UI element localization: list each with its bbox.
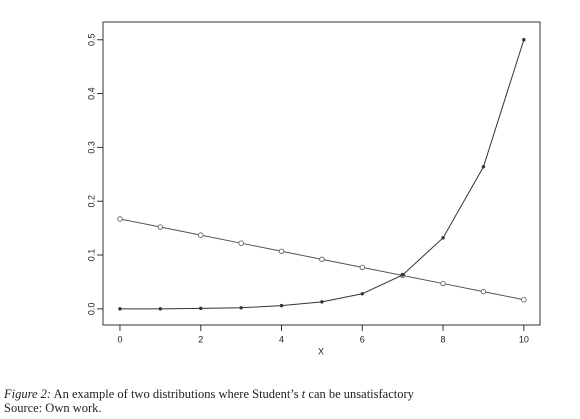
caption-symbol: t	[301, 387, 306, 401]
x-tick-label: 10	[519, 334, 529, 344]
point	[239, 306, 243, 310]
caption-rest: can be unsatisfactory	[305, 387, 414, 401]
point	[157, 224, 164, 230]
x-tick-label: 0	[117, 334, 122, 344]
x-axis-label: X	[318, 346, 324, 356]
point	[118, 307, 122, 311]
point	[441, 236, 445, 240]
point	[238, 240, 244, 246]
point	[278, 248, 285, 254]
line	[119, 39, 525, 310]
plot-frame	[102, 21, 541, 326]
point	[521, 297, 527, 303]
point	[198, 232, 204, 238]
point	[481, 165, 486, 169]
source: Source: Own work.	[4, 401, 102, 415]
y-tick-label: 0.4	[86, 87, 96, 100]
point	[480, 288, 487, 295]
point	[522, 38, 526, 42]
x-tick-label: 4	[279, 334, 284, 344]
x-tick-label: 6	[360, 334, 365, 344]
x-tick-label: 2	[198, 334, 203, 344]
caption: Figure 2: An example of two distribution…	[4, 387, 414, 402]
caption-text: An example of two distributions where St…	[51, 387, 302, 401]
point	[440, 280, 446, 287]
figure-label: Figure 2:	[4, 387, 52, 401]
point	[360, 292, 364, 296]
y-tick-label: 0.5	[86, 34, 96, 47]
point	[117, 216, 123, 222]
point	[400, 273, 405, 277]
y-tick-label: 0.2	[86, 195, 96, 208]
point	[359, 264, 365, 271]
point	[320, 300, 324, 304]
point	[279, 303, 284, 308]
y-tick-label: 0.3	[86, 141, 96, 154]
y-tick-label: 0.0	[86, 303, 96, 316]
point	[158, 307, 163, 311]
x-tick-label: 8	[441, 334, 446, 344]
y-tick-label: 0.1	[86, 249, 96, 262]
point	[319, 256, 325, 263]
point	[199, 306, 203, 311]
